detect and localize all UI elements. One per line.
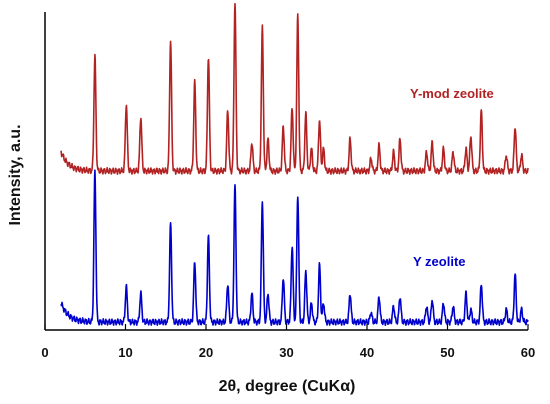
series-label-y-zeolite: Y zeolite bbox=[413, 254, 466, 269]
x-tick-label-20: 20 bbox=[199, 345, 213, 360]
x-tick-label-60: 60 bbox=[521, 345, 535, 360]
series-group bbox=[60, 2, 529, 327]
x-tick-label-30: 30 bbox=[279, 345, 293, 360]
x-tick-label-40: 40 bbox=[360, 345, 374, 360]
x-tick-label-10: 10 bbox=[118, 345, 132, 360]
y-axis-label: Intensity, a.u. bbox=[7, 124, 24, 225]
series-line-y-mod-zeolite bbox=[60, 2, 529, 175]
x-tick-label-0: 0 bbox=[41, 345, 48, 360]
axes-group: 0 10 20 30 40 50 60 bbox=[41, 12, 535, 360]
x-tick-label-50: 50 bbox=[440, 345, 454, 360]
series-line-y-zeolite bbox=[60, 169, 529, 327]
series-label-y-mod-zeolite: Y-mod zeolite bbox=[410, 86, 494, 101]
x-axis-label: 2θ, degree (CuKα) bbox=[219, 378, 356, 395]
